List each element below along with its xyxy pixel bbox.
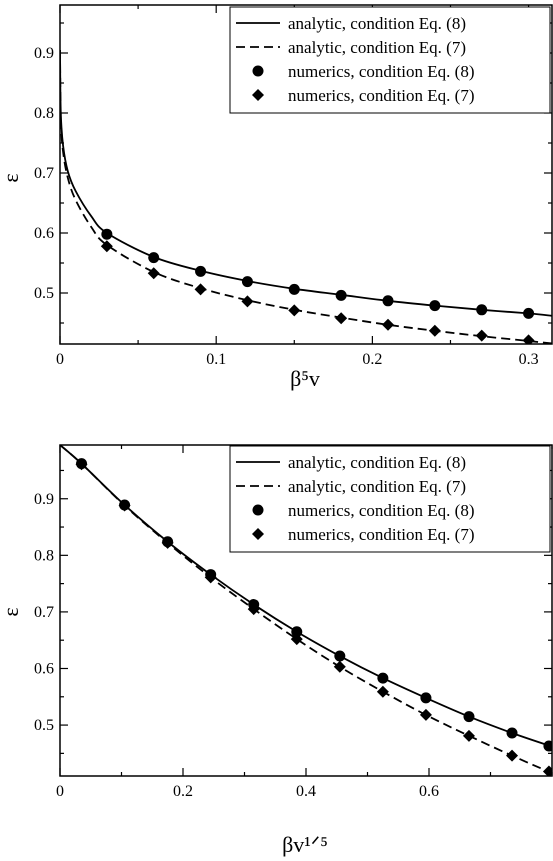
top-plot-frame — [59, 4, 553, 345]
top-y-tick-label: 0.7 — [34, 165, 54, 182]
top-x-tick-label: 0.1 — [206, 351, 226, 368]
bottom-numerics-eq8-point — [334, 650, 346, 662]
top-x-tick-label: 0 — [56, 351, 64, 368]
bottom-numerics-eq7-point — [161, 536, 174, 549]
bottom-numerics-eq8-point — [506, 727, 518, 739]
bottom-numerics-eq7-point — [333, 660, 346, 673]
bottom-numerics-eq8-point — [291, 626, 303, 638]
top-legend: analytic, condition Eq. (8) analytic, con… — [229, 6, 551, 114]
bottom-y-tick-label: 0.5 — [34, 717, 54, 734]
bottom-legend: analytic, condition Eq. (8) analytic, con… — [229, 445, 551, 553]
bottom-x-tick-label: 0 — [56, 783, 64, 800]
top-legend-box — [229, 6, 551, 114]
top-legend-circle-swatch — [252, 65, 264, 77]
bottom-legend-label: analytic, condition Eq. (7) — [288, 477, 466, 496]
top-numerics-eq8-point — [195, 265, 207, 277]
top-numerics-eq7-point — [194, 283, 207, 296]
bottom-numerics-eq8-point — [420, 692, 432, 704]
bottom-numerics-eq7-point — [118, 499, 131, 512]
bottom-y-tick-label: 0.6 — [34, 660, 54, 677]
top-numerics-eq7-point — [522, 334, 535, 344]
bottom-numerics-eq7-point — [462, 729, 475, 742]
top-numerics-eq7-point — [428, 324, 441, 337]
top-numerics-eq8-point — [382, 295, 394, 307]
bottom-y-tick-label: 0.7 — [34, 604, 54, 621]
bottom-legend-diamond-swatch — [252, 528, 264, 540]
top-y-tick-label: 0.5 — [34, 285, 54, 302]
top-numerics-eq8-point — [523, 307, 535, 319]
bottom-x-axis-label: βv¹ᐟ⁵ — [282, 832, 328, 857]
top-numerics-eq7-point — [100, 240, 113, 253]
top-numerics-eq7-point — [288, 304, 301, 317]
bottom-y-axis-label: ε — [0, 607, 23, 616]
bottom-numerics-eq7-point — [376, 685, 389, 698]
top-y-tick-label: 0.6 — [34, 225, 54, 242]
top-numerics-eq7-point — [335, 312, 348, 325]
bottom-legend-label: analytic, condition Eq. (8) — [288, 453, 466, 472]
bottom-numerics-eq7-point — [542, 765, 552, 776]
top-numerics-eq8-point — [288, 283, 300, 295]
bottom-numerics-eq7-point — [506, 749, 519, 762]
top-numerics-eq8-point — [101, 228, 113, 240]
bottom-legend-circle-swatch — [252, 504, 264, 516]
bottom-legend-label: numerics, condition Eq. (8) — [288, 501, 475, 520]
top-y-tick-label: 0.9 — [34, 45, 54, 62]
top-plot-area — [60, 49, 552, 344]
top-legend-label: numerics, condition Eq. (7) — [288, 86, 475, 105]
bottom-x-tick-label: 0.6 — [419, 783, 439, 800]
top-numerics-eq7-point — [382, 318, 394, 331]
top-legend-label: analytic, condition Eq. (7) — [288, 38, 466, 57]
bottom-legend-label: numerics, condition Eq. (7) — [288, 525, 475, 544]
top-x-axis-label: β⁵v — [290, 366, 320, 391]
bottom-numerics-eq8-point — [377, 672, 389, 684]
top-legend-label: analytic, condition Eq. (8) — [288, 14, 466, 33]
bottom-x-tick-label: 0.4 — [296, 783, 316, 800]
top-numerics-eq8-point — [476, 304, 488, 316]
bottom-y-tick-label: 0.9 — [34, 491, 54, 508]
bottom-numerics-eq7-point — [290, 633, 303, 646]
top-y-tick-label: 0.8 — [34, 105, 54, 122]
bottom-y-tick-label: 0.8 — [34, 547, 54, 564]
bottom-numerics-eq7-point — [204, 571, 217, 584]
bottom-numerics-eq7-point — [419, 708, 432, 721]
top-legend-diamond-swatch — [252, 89, 264, 101]
bottom-numerics-eq7-point — [247, 603, 260, 616]
top-numerics-eq8-point — [429, 300, 441, 312]
top-x-tick-label: 0.2 — [362, 351, 382, 368]
bottom-panel: 0 0.2 0.4 0.6 0.5 0.6 0.7 0.8 0.9 βv¹ᐟ⁵ ε analytic,… — [0, 444, 553, 857]
top-y-axis-label: ε — [0, 173, 23, 182]
top-numerics-eq8-point — [241, 276, 253, 288]
top-numerics-eq8-point — [335, 289, 347, 301]
top-numerics-eq7-point — [147, 267, 160, 280]
top-panel: 0 0.1 0.2 0.3 0.5 0.6 0.7 0.8 0.9 β⁵v ε analytic, c… — [0, 4, 553, 391]
top-x-tick-label: 0.3 — [519, 351, 539, 368]
top-numerics-eq8-point — [148, 252, 160, 264]
top-numerics-eq7-point — [241, 295, 254, 308]
bottom-numerics-eq8-point — [543, 740, 552, 752]
bottom-numerics-eq8-point — [463, 711, 475, 723]
bottom-plot-area — [60, 445, 552, 776]
top-numerics-eq7-point — [475, 329, 488, 342]
bottom-x-tick-label: 0.2 — [173, 783, 193, 800]
top-legend-label: numerics, condition Eq. (8) — [288, 62, 475, 81]
bottom-numerics-eq7-point — [75, 458, 88, 471]
bottom-legend-box — [229, 445, 551, 553]
